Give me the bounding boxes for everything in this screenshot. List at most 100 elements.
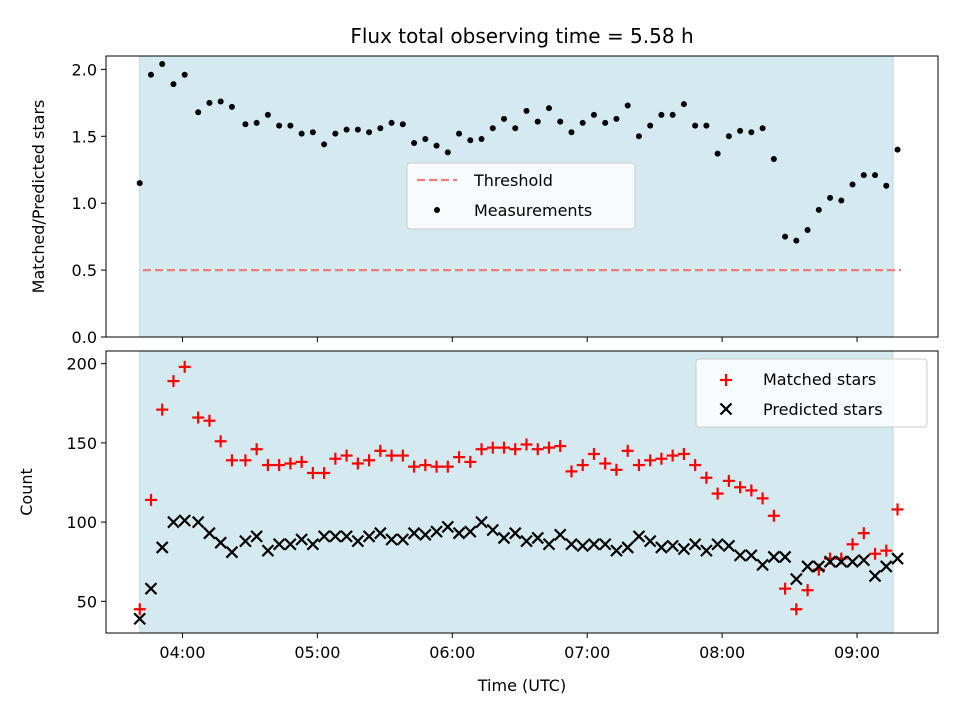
predicted-star-point: [407, 526, 421, 540]
matched-star-point: [587, 447, 600, 460]
count-y-axis-label: Count: [17, 468, 36, 516]
measurement-point: [635, 133, 642, 140]
measurement-point: [298, 130, 305, 137]
matched-star-point: [441, 460, 454, 473]
predicted-star-point: [133, 612, 147, 626]
predicted-star-point-b: [362, 530, 376, 543]
predicted-star-point-b: [396, 533, 410, 546]
predicted-star-point: [835, 555, 848, 568]
matched-star-point: [756, 492, 769, 505]
predicted-star-point: [531, 531, 545, 545]
predicted-star-point-b: [340, 530, 353, 543]
predicted-star-point: [643, 534, 657, 548]
predicted-star-point: [632, 530, 646, 543]
matched-star-point: [677, 447, 690, 460]
predicted-star-point-b: [250, 530, 263, 543]
measurement-point: [354, 126, 361, 133]
measurement-point: [332, 130, 339, 137]
y-tick-label: 150: [66, 434, 97, 453]
legend-measurement-label: Measurements: [474, 201, 592, 220]
predicted-star-point: [655, 541, 668, 554]
matched-star-point: [156, 403, 169, 416]
predicted-star-point-b: [225, 545, 239, 559]
measurement-point: [770, 156, 777, 163]
predicted-star-point-b: [239, 534, 252, 548]
predicted-star-point: [700, 544, 713, 557]
predicted-star-point-b: [261, 544, 275, 557]
measurement-point: [849, 181, 856, 188]
matched-star-point: [520, 438, 533, 451]
predicted-star-point: [790, 572, 803, 586]
count-panel-frame: [105, 350, 939, 634]
predicted-star-point-b: [565, 538, 578, 551]
predicted-star-point: [374, 526, 387, 540]
predicted-star-point: [214, 536, 227, 549]
predicted-star-point-b: [385, 533, 398, 546]
predicted-star-point-b: [203, 526, 216, 540]
predicted-star-point: [250, 530, 263, 543]
measurement-point: [217, 98, 224, 105]
predicted-star-point-b: [133, 612, 147, 626]
matched-star-point: [396, 449, 409, 462]
predicted-star-point: [891, 552, 904, 565]
predicted-star-point: [497, 531, 511, 545]
matched-star-point: [666, 449, 679, 462]
predicted-star-point: [191, 515, 205, 529]
predicted-star-point: [155, 541, 169, 554]
predicted-star-point: [261, 544, 275, 557]
predicted-star-point-b: [508, 526, 522, 540]
predicted-star-point-b: [587, 538, 601, 551]
measurement-point: [647, 122, 654, 129]
ratio-panel: 0.00.51.01.52.0 Matched/Predicted stars …: [29, 55, 939, 347]
matched-star-point: [225, 454, 238, 467]
matched-star-point: [203, 414, 216, 427]
predicted-star-point-b: [823, 555, 837, 568]
measurement-point: [159, 61, 166, 68]
predicted-star-point-b: [610, 544, 623, 557]
predicted-star-point-b: [666, 539, 679, 553]
predicted-star-point-b: [745, 549, 758, 562]
x-tick-label: 05:00: [294, 643, 340, 662]
y-tick-label: 0.0: [72, 328, 97, 347]
matched-star-point: [790, 603, 803, 616]
predicted-star-point-b: [711, 538, 724, 551]
predicted-star-point: [778, 550, 792, 564]
predicted-star-point: [598, 538, 612, 551]
measurement-point: [366, 129, 373, 136]
measurement-point: [748, 129, 755, 136]
measurement-point: [399, 121, 406, 128]
predicted-star-point-b: [475, 515, 488, 529]
matched-star-point: [261, 459, 274, 472]
count-panel: 50 100 150 200 04:00 05:00 06:00 07:00 08:00 09:…: [17, 350, 939, 695]
predicted-star-point-b: [891, 552, 904, 565]
measurement-point: [478, 135, 485, 142]
matched-star-point: [192, 411, 205, 424]
predicted-star-point: [508, 526, 522, 540]
measurement-point: [388, 119, 395, 126]
predicted-star-point-b: [178, 514, 191, 527]
predicted-star-point: [868, 569, 882, 583]
legend-matched-label: Matched stars: [763, 370, 876, 389]
matched-star-point: [214, 435, 227, 448]
legend-box: [695, 358, 928, 428]
legend-matched-swatch: [720, 374, 732, 386]
predicted-star-point: [385, 533, 398, 546]
matched-star-point: [133, 603, 146, 616]
predicted-star-point-b: [317, 530, 331, 543]
measurement-point: [195, 109, 202, 116]
matched-star-point: [700, 471, 713, 484]
predicted-star-point: [812, 560, 826, 573]
measurement-point: [422, 135, 429, 142]
measurement-point: [557, 118, 564, 125]
matched-star-point: [542, 441, 555, 454]
predicted-star-point: [677, 542, 691, 556]
measurement-point: [714, 150, 721, 157]
y-tick-label: 0.5: [72, 261, 97, 280]
predicted-star-point-b: [576, 539, 589, 553]
predicted-star-point-b: [857, 553, 871, 567]
predicted-star-point-b: [284, 538, 297, 551]
legend-measurement-swatch: [434, 207, 440, 213]
predicted-star-point-b: [553, 528, 567, 542]
predicted-star-point-b: [846, 555, 859, 568]
matched-star-point: [644, 454, 657, 467]
